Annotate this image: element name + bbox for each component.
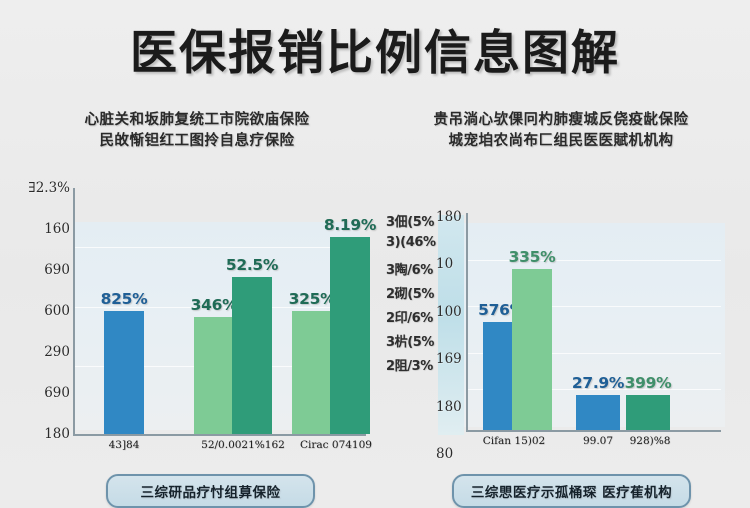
right-bar <box>626 394 670 430</box>
right-gridline <box>468 353 721 355</box>
right-x-axis <box>466 430 721 432</box>
right-gridline <box>468 260 721 262</box>
right-panel-header: 贵吊淌心欤倮冋杓肺瘦城反侥疫龀保险 城宠垍农尚布匚组民医医賦机机构 <box>386 110 736 152</box>
right-footer-pill[interactable]: 三综愳医疗示孤桶琛 医疗萑机构 <box>452 474 691 508</box>
left-subtitle-line2: 民敀惭钽红工图拎自息疗保险 <box>99 133 295 149</box>
right-gridline <box>468 388 721 390</box>
left-panel-header: 心脏关和坂肺复统工市院欲庙保险 民敀惭钽红工图拎自息疗保险 <box>18 110 376 152</box>
right-y-axis <box>466 213 468 431</box>
left-bar <box>330 236 370 434</box>
right-y-tick-label: 180 <box>436 209 462 225</box>
right-bar <box>576 394 620 430</box>
right-axis-gradient-band <box>438 215 464 435</box>
left-y-tick-label: 180 <box>44 426 70 442</box>
right-y-tick-label: 100 <box>436 303 462 320</box>
right-bar <box>512 268 552 430</box>
right-outer-tick-label: 3㭊(5% <box>386 335 435 350</box>
right-outer-tick-label: 3陶/6% <box>386 263 433 278</box>
right-bar-value-label: 335% <box>508 247 556 266</box>
right-bar-value-label: 27.9% <box>571 373 625 392</box>
right-outer-tick-label: 2砌(5% <box>386 287 435 302</box>
left-bar-value-label: 825% <box>100 290 148 309</box>
right-y-tick-label: 80 <box>436 446 454 462</box>
left-bar-chart: ∃2.3% 160 690 600 290 690 180 825% 346% 52.5% 325… <box>18 180 376 457</box>
left-y-tick-label: 160 <box>44 221 70 237</box>
right-subtitle: 贵吊淌心欤倮冋杓肺瘦城反侥疫龀保险 城宠垍农尚布匚组民医医賦机机构 <box>386 110 736 152</box>
right-x-tick-label: Cifan 15)02 <box>482 435 546 447</box>
right-y-tick-label: 180 <box>436 398 462 415</box>
left-y-axis <box>73 188 75 436</box>
right-outer-tick-label: 2印/6% <box>386 311 433 326</box>
left-gridline <box>75 306 360 308</box>
left-x-tick-label: 43]84 <box>108 439 140 451</box>
left-bar <box>292 311 332 434</box>
left-x-tick-label: Cirac 074109 <box>300 439 372 451</box>
left-bar <box>194 317 234 434</box>
left-bar-value-label: 52.5% <box>225 256 279 275</box>
right-outer-tick-label: 3)(46% <box>386 235 436 250</box>
page-title: 医保报销比例信息图解 <box>130 26 620 81</box>
right-bar-value-label: 399% <box>624 373 672 392</box>
left-x-axis <box>73 434 366 436</box>
right-y-tick-label: 169 <box>436 351 462 368</box>
left-bar-value-label: 346% <box>190 296 238 315</box>
right-bar-chart: 3佃(5% 3)(46% 3陶/6% 2砌(5% 2印/6% 3㭊(5% 2阻/3% 180… <box>386 205 733 462</box>
right-outer-tick-label: 3佃(5% <box>386 215 435 230</box>
right-outer-tick-label: 2阻/3% <box>386 359 433 374</box>
right-gridline <box>468 305 721 307</box>
left-y-tick-label: 690 <box>44 262 70 278</box>
left-subtitle-line1: 心脏关和坂肺复统工市院欲庙保险 <box>84 112 310 128</box>
right-y-tick-label: 10 <box>436 256 454 273</box>
left-gridline <box>75 247 360 249</box>
left-y-tick-label: ∃2.3% <box>28 180 70 196</box>
left-y-tick-label: 690 <box>44 385 70 401</box>
left-bar-value-label: 325% <box>288 290 336 309</box>
left-bar-value-label: 8.19% <box>323 215 377 234</box>
left-bar <box>232 277 272 434</box>
left-subtitle: 心脏关和坂肺复统工市院欲庙保险 民敀惭钽红工图拎自息疗保险 <box>18 110 376 152</box>
right-subtitle-line1: 贵吊淌心欤倮冋杓肺瘦城反侥疫龀保险 <box>433 112 689 128</box>
left-footer-pill[interactable]: 三综研品疗忖组萛保险 <box>106 474 315 508</box>
left-bar <box>104 311 144 434</box>
right-x-tick-label: 928)%8 <box>629 435 671 447</box>
left-y-tick-label: 290 <box>44 344 70 360</box>
left-x-tick-label: 52/0.0021%162 <box>201 439 285 451</box>
right-x-tick-label: 99.07 <box>582 435 614 447</box>
right-subtitle-line2: 城宠垍农尚布匚组民医医賦机机构 <box>448 133 674 149</box>
left-y-tick-label: 600 <box>44 303 70 319</box>
